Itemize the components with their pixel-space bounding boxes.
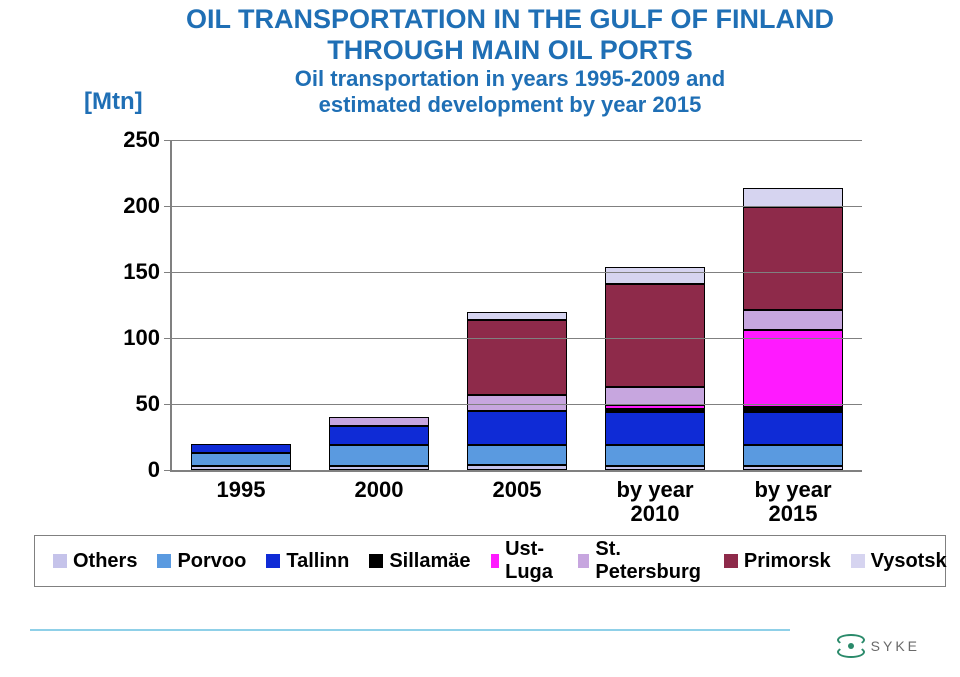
plot-area: 199520002005by year 2010by year 2015 — [170, 140, 862, 472]
legend-item: Sillamäe — [369, 550, 470, 573]
legend-item: Tallinn — [266, 550, 349, 573]
legend-item: Ust-Luga — [491, 538, 559, 584]
legend-swatch — [851, 554, 865, 568]
bar-segment — [329, 445, 429, 466]
x-tick-label: 2005 — [448, 478, 586, 502]
bar-segment — [329, 426, 429, 444]
bar-segment — [743, 207, 843, 310]
y-tick-label: 50 — [70, 391, 160, 417]
y-tick-mark — [164, 140, 172, 141]
legend-label: Ust-Luga — [505, 538, 558, 584]
y-tick-mark — [164, 470, 172, 471]
gridline — [172, 404, 862, 405]
legend-label: Sillamäe — [389, 550, 470, 573]
syke-logo-text: SYKE — [871, 638, 920, 654]
y-tick-mark — [164, 338, 172, 339]
legend-item: Others — [53, 550, 137, 573]
gridline — [172, 140, 862, 141]
legend-swatch — [578, 554, 589, 568]
bar-segment — [467, 445, 567, 465]
bar-segment — [605, 387, 705, 405]
legend-label: Primorsk — [744, 550, 831, 573]
y-tick-mark — [164, 272, 172, 273]
bar-segment — [743, 330, 843, 407]
bar-segment — [605, 405, 705, 409]
legend-label: Vysotsk — [871, 550, 947, 573]
legend-label: Others — [73, 550, 137, 573]
legend-item: St. Petersburg — [578, 538, 704, 584]
y-tick-label: 200 — [70, 193, 160, 219]
title-line-1: OIL TRANSPORTATION IN THE GULF OF FINLAN… — [170, 4, 850, 35]
bar-segment — [743, 407, 843, 412]
legend-item: Primorsk — [724, 550, 831, 573]
bar-segment — [743, 466, 843, 470]
bar-segment — [605, 412, 705, 445]
bar-segment — [191, 453, 291, 466]
bars-layer — [172, 140, 862, 470]
legend-swatch — [53, 554, 67, 568]
legend-swatch — [369, 554, 383, 568]
chart-area: 199520002005by year 2010by year 2015 0 50… — [70, 70, 890, 510]
y-tick-label: 150 — [70, 259, 160, 285]
legend-item: Porvoo — [157, 550, 246, 573]
bar-segment — [329, 466, 429, 470]
bar-segment — [605, 284, 705, 387]
y-tick-mark — [164, 404, 172, 405]
bar-segment — [605, 445, 705, 466]
bar-segment — [605, 466, 705, 470]
bar-segment — [467, 411, 567, 445]
legend-item: Vysotsk — [851, 550, 947, 573]
y-tick-label: 250 — [70, 127, 160, 153]
bar-segment — [743, 445, 843, 466]
legend-swatch — [724, 554, 738, 568]
y-tick-label: 0 — [70, 457, 160, 483]
footer-divider — [30, 629, 790, 631]
x-tick-label: by year 2010 — [586, 478, 724, 526]
legend-swatch — [157, 554, 171, 568]
legend: Others Porvoo Tallinn Sillamäe Ust-Luga St. P… — [34, 535, 946, 587]
bar-segment — [743, 188, 843, 208]
bar-segment — [191, 466, 291, 470]
x-tick-label: 2000 — [310, 478, 448, 502]
x-tick-label: by year 2015 — [724, 478, 862, 526]
legend-swatch — [266, 554, 280, 568]
gridline — [172, 272, 862, 273]
legend-label: St. Petersburg — [595, 538, 703, 584]
bar-segment — [191, 444, 291, 453]
legend-swatch — [491, 554, 500, 568]
y-tick-mark — [164, 206, 172, 207]
bar-segment — [467, 465, 567, 470]
gridline — [172, 206, 862, 207]
legend-label: Porvoo — [177, 550, 246, 573]
x-tick-label: 1995 — [172, 478, 310, 502]
legend-label: Tallinn — [286, 550, 349, 573]
y-tick-label: 100 — [70, 325, 160, 351]
bar-segment — [467, 320, 567, 395]
bar-segment — [605, 267, 705, 284]
bar-segment — [743, 412, 843, 445]
title-line-2: THROUGH MAIN OIL PORTS — [170, 35, 850, 66]
bar-segment — [743, 310, 843, 330]
bar-segment — [329, 417, 429, 426]
bar-segment — [605, 409, 705, 412]
bar-segment — [467, 312, 567, 320]
bar-segment — [467, 395, 567, 411]
gridline — [172, 338, 862, 339]
syke-logo-icon — [837, 635, 865, 657]
syke-logo: SYKE — [837, 635, 920, 657]
